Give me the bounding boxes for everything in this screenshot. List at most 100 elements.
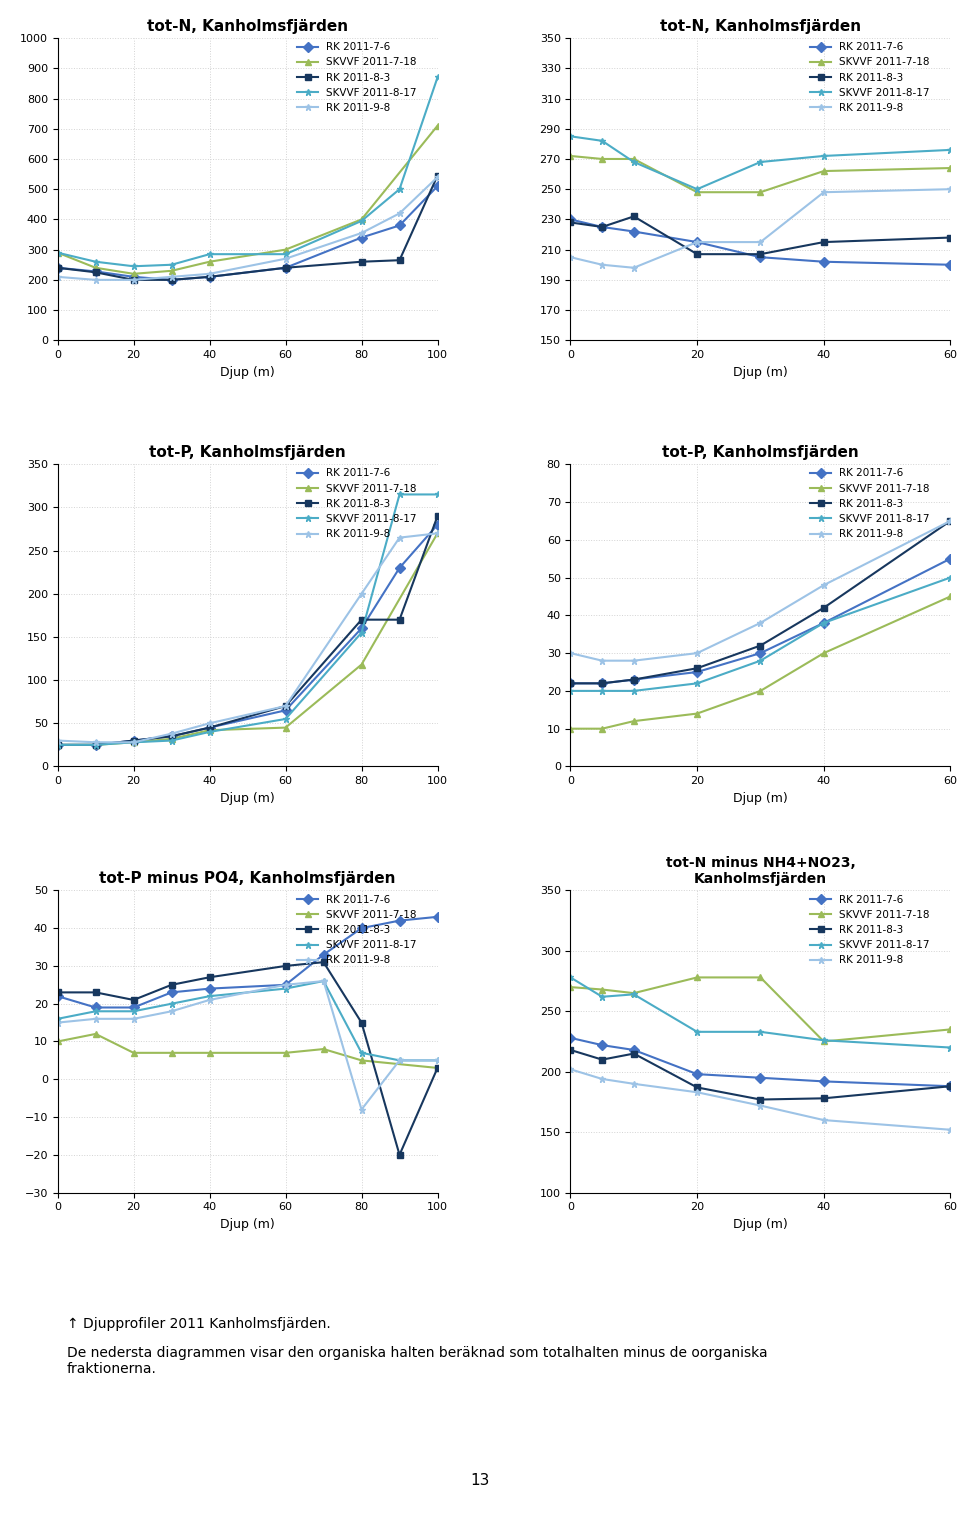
RK 2011-8-3 [128,271,139,289]
RK 2011-7-6 [204,268,215,286]
RK 2011-9-8 [691,644,703,663]
SKVVF 2011-7-18 [432,117,444,136]
SKVVF 2011-8-17 [691,180,703,198]
RK 2011-7-6 [564,675,576,693]
RK 2011-9-8 [166,1002,178,1020]
RK 2011-7-6 [204,719,215,737]
RK 2011-7-6 [318,946,329,964]
Line: RK 2011-8-3: RK 2011-8-3 [54,172,441,283]
SKVVF 2011-7-18 [564,978,576,996]
RK 2011-8-3 [166,726,178,745]
RK 2011-9-8 [596,652,608,670]
RK 2011-8-3 [52,736,63,754]
Line: SKVVF 2011-7-18: SKVVF 2011-7-18 [54,530,441,748]
RK 2011-9-8 [356,224,368,242]
RK 2011-9-8 [204,265,215,283]
RK 2011-8-3 [945,228,956,247]
SKVVF 2011-8-17 [564,969,576,987]
SKVVF 2011-7-18 [596,149,608,168]
Line: SKVVF 2011-8-17: SKVVF 2011-8-17 [54,978,441,1065]
RK 2011-9-8 [945,180,956,198]
RK 2011-7-6 [945,256,956,274]
RK 2011-9-8 [204,991,215,1010]
SKVVF 2011-7-18 [279,1043,291,1062]
SKVVF 2011-7-18 [628,984,639,1002]
RK 2011-8-3 [356,1013,368,1031]
SKVVF 2011-8-17 [432,69,444,87]
Line: SKVVF 2011-8-17: SKVVF 2011-8-17 [567,574,954,694]
SKVVF 2011-7-18 [691,183,703,201]
Legend: RK 2011-7-6, SKVVF 2011-7-18, RK 2011-8-3, SKVVF 2011-8-17, RK 2011-9-8: RK 2011-7-6, SKVVF 2011-7-18, RK 2011-8-… [806,465,934,544]
RK 2011-9-8 [818,576,829,594]
RK 2011-9-8 [596,1069,608,1087]
SKVVF 2011-7-18 [818,161,829,180]
SKVVF 2011-8-17 [628,985,639,1004]
RK 2011-7-6 [596,1036,608,1054]
RK 2011-7-6 [691,233,703,251]
RK 2011-8-3 [564,675,576,693]
RK 2011-7-6 [564,210,576,228]
SKVVF 2011-8-17 [818,1031,829,1049]
RK 2011-8-3 [394,1145,405,1164]
RK 2011-7-6 [394,911,405,929]
RK 2011-7-6 [394,559,405,577]
RK 2011-7-6 [128,999,139,1017]
RK 2011-8-3 [204,969,215,987]
RK 2011-8-3 [166,976,178,995]
SKVVF 2011-8-17 [279,979,291,998]
Line: SKVVF 2011-8-17: SKVVF 2011-8-17 [54,490,441,748]
SKVVF 2011-8-17 [818,146,829,164]
RK 2011-7-6 [166,271,178,289]
SKVVF 2011-7-18 [90,259,102,277]
Line: SKVVF 2011-7-18: SKVVF 2011-7-18 [567,592,954,733]
RK 2011-9-8 [318,972,329,990]
Line: RK 2011-7-6: RK 2011-7-6 [54,521,441,748]
RK 2011-7-6 [818,1072,829,1090]
Line: RK 2011-7-6: RK 2011-7-6 [567,556,954,687]
RK 2011-9-8 [945,512,956,530]
SKVVF 2011-8-17 [128,1002,139,1020]
Legend: RK 2011-7-6, SKVVF 2011-7-18, RK 2011-8-3, SKVVF 2011-8-17, RK 2011-9-8: RK 2011-7-6, SKVVF 2011-7-18, RK 2011-8-… [293,891,421,970]
SKVVF 2011-7-18 [818,1033,829,1051]
RK 2011-7-6 [691,1065,703,1083]
SKVVF 2011-8-17 [356,212,368,230]
SKVVF 2011-8-17 [204,245,215,263]
RK 2011-8-3 [432,1058,444,1077]
SKVVF 2011-8-17 [279,245,291,263]
RK 2011-8-3 [432,507,444,525]
SKVVF 2011-8-17 [432,1051,444,1069]
SKVVF 2011-8-17 [755,1022,766,1040]
RK 2011-9-8 [755,1097,766,1115]
RK 2011-8-3 [818,599,829,617]
SKVVF 2011-7-18 [356,1051,368,1069]
RK 2011-9-8 [279,250,291,268]
SKVVF 2011-8-17 [394,486,405,504]
Line: RK 2011-9-8: RK 2011-9-8 [54,978,441,1113]
SKVVF 2011-7-18 [945,588,956,606]
RK 2011-9-8 [432,168,444,186]
RK 2011-9-8 [279,698,291,716]
RK 2011-8-3 [755,637,766,655]
RK 2011-7-6 [432,516,444,535]
Line: SKVVF 2011-7-18: SKVVF 2011-7-18 [54,1031,441,1071]
RK 2011-8-3 [628,670,639,688]
RK 2011-9-8 [628,1075,639,1094]
RK 2011-7-6 [818,253,829,271]
RK 2011-9-8 [394,1051,405,1069]
SKVVF 2011-8-17 [564,682,576,701]
RK 2011-7-6 [279,259,291,277]
Title: tot-N, Kanholmsfjärden: tot-N, Kanholmsfjärden [147,20,348,34]
RK 2011-7-6 [90,262,102,280]
Line: SKVVF 2011-8-17: SKVVF 2011-8-17 [567,973,954,1051]
SKVVF 2011-8-17 [166,995,178,1013]
RK 2011-8-3 [394,611,405,629]
RK 2011-8-3 [596,1051,608,1069]
RK 2011-9-8 [691,1083,703,1101]
RK 2011-7-6 [394,216,405,235]
RK 2011-9-8 [432,1051,444,1069]
RK 2011-8-3 [818,1089,829,1107]
SKVVF 2011-8-17 [90,736,102,754]
RK 2011-8-3 [818,233,829,251]
SKVVF 2011-8-17 [755,652,766,670]
SKVVF 2011-8-17 [691,675,703,693]
